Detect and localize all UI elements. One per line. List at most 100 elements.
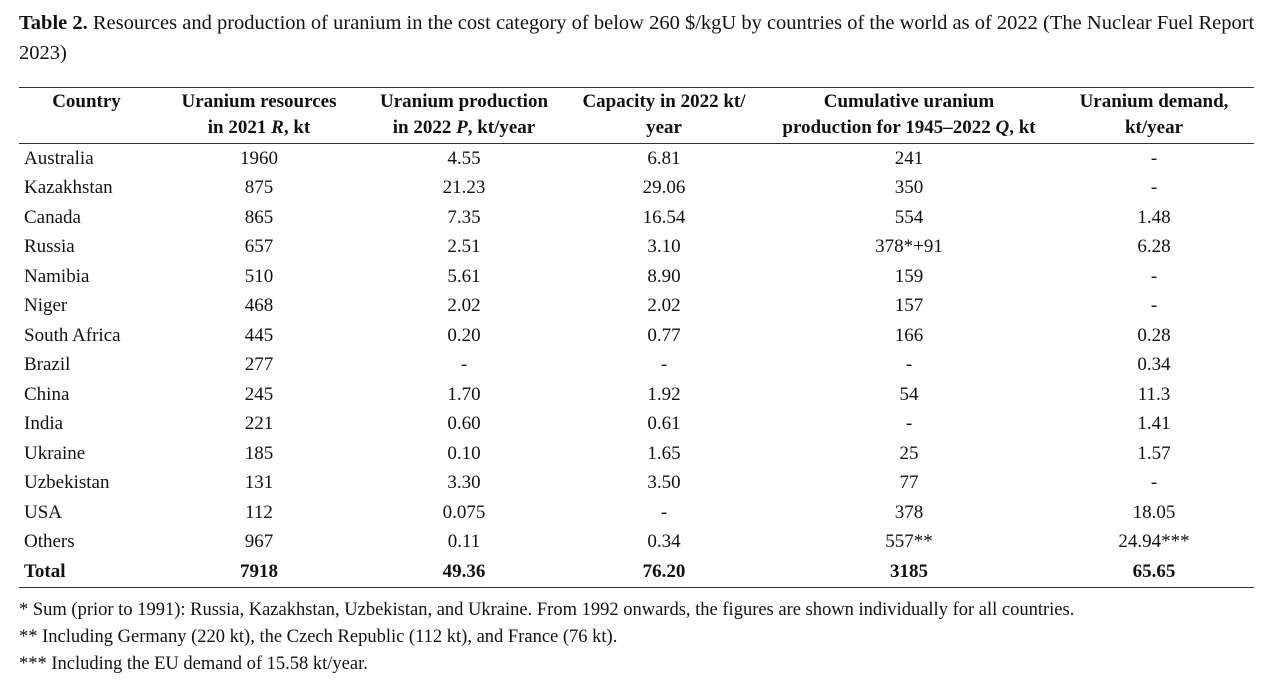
- header-capacity-line1: Capacity in 2022 kt/: [582, 91, 746, 112]
- cell-cumulative: 166: [894, 324, 924, 346]
- cell-cumulative: 77: [899, 472, 919, 494]
- cell-capacity: 0.77: [647, 324, 681, 346]
- cell-country: Kazakhstan: [24, 177, 113, 199]
- cell-production: 0.075: [442, 501, 486, 523]
- cell-demand: -: [1150, 265, 1158, 287]
- footnote-1: * Sum (prior to 1991): Russia, Kazakhsta…: [19, 600, 1075, 620]
- table-row: India 221 0.60 0.61 - 1.41: [19, 410, 1254, 440]
- cell-resources: 7918: [154, 557, 364, 588]
- cell-production: 2.51: [447, 236, 481, 258]
- cell-production: 4.55: [447, 147, 481, 169]
- cell-demand: 1.48: [1137, 206, 1171, 228]
- cell-capacity: 16.54: [642, 206, 686, 228]
- header-row: Country Uranium resources in 2021 R, kt …: [19, 87, 1254, 144]
- header-demand-line1: Uranium demand,: [1079, 91, 1229, 112]
- cell-demand: 65.65: [1054, 557, 1254, 588]
- cell-demand: 0.34: [1137, 354, 1171, 376]
- header-cumulative-line2a: production for 1945–2022: [782, 117, 996, 138]
- cell-cumulative: 159: [894, 265, 924, 287]
- cell-country: South Africa: [24, 324, 121, 346]
- cell-capacity: 2.02: [647, 295, 681, 317]
- cell-cumulative: 350: [894, 177, 924, 199]
- table-row: USA 112 0.075 - 378 18.05: [19, 498, 1254, 528]
- uranium-table: Country Uranium resources in 2021 R, kt …: [19, 87, 1254, 588]
- cell-demand: -: [1150, 472, 1158, 494]
- header-production-line2a: in 2022: [392, 117, 457, 138]
- cell-demand: -: [1150, 295, 1158, 317]
- cell-capacity: -: [660, 501, 668, 523]
- header-production: Uranium production in 2022 P, kt/year: [364, 87, 564, 144]
- cell-resources: 865: [244, 206, 274, 228]
- cell-demand: 11.3: [1137, 383, 1171, 405]
- table-row: Uzbekistan 131 3.30 3.50 77 -: [19, 469, 1254, 499]
- cell-demand: 24.94***: [1118, 531, 1190, 553]
- cell-demand: 1.41: [1137, 413, 1171, 435]
- cell-cumulative: 3185: [764, 557, 1054, 588]
- cell-capacity: 0.61: [647, 413, 681, 435]
- cell-country: Namibia: [24, 265, 90, 287]
- cell-resources: 875: [244, 177, 274, 199]
- cell-production: 49.36: [364, 557, 564, 588]
- cell-capacity: 8.90: [647, 265, 681, 287]
- cell-capacity: 1.92: [647, 383, 681, 405]
- header-cumulative-line2b: , kt: [1009, 117, 1036, 138]
- header-cumulative-var: Q: [995, 117, 1010, 138]
- cell-country: India: [24, 413, 64, 435]
- table-row: Russia 657 2.51 3.10 378*+91 6.28: [19, 233, 1254, 263]
- table-row: Kazakhstan 875 21.23 29.06 350 -: [19, 174, 1254, 204]
- cell-resources: 1960: [240, 147, 278, 169]
- table-row: Namibia 510 5.61 8.90 159 -: [19, 262, 1254, 292]
- header-resources-line2a: in 2021: [207, 117, 272, 138]
- cell-production: 1.70: [447, 383, 481, 405]
- cell-demand: 18.05: [1132, 501, 1176, 523]
- cell-resources: 967: [244, 531, 274, 553]
- cell-country: Others: [24, 531, 75, 553]
- total-row: Total 7918 49.36 76.20 3185 65.65: [19, 557, 1254, 588]
- cell-demand: 0.28: [1137, 324, 1171, 346]
- cell-demand: 6.28: [1137, 236, 1171, 258]
- cell-country: Ukraine: [24, 442, 86, 464]
- header-production-line2b: , kt/year: [467, 117, 536, 138]
- caption-text: Resources and production of uranium in t…: [19, 12, 1255, 64]
- cell-cumulative: 25: [899, 442, 919, 464]
- footnotes: * Sum (prior to 1991): Russia, Kazakhsta…: [19, 597, 1074, 678]
- caption-label: Table 2.: [19, 12, 88, 34]
- cell-country: USA: [24, 501, 63, 523]
- cell-country: Australia: [24, 147, 94, 169]
- cell-resources: 468: [244, 295, 274, 317]
- cell-production: 0.20: [447, 324, 481, 346]
- header-resources-line2b: , kt: [283, 117, 311, 138]
- cell-resources: 510: [244, 265, 274, 287]
- footnote-3: *** Including the EU demand of 15.58 kt/…: [19, 654, 368, 674]
- cell-capacity: 6.81: [647, 147, 681, 169]
- table-row: China 245 1.70 1.92 54 11.3: [19, 380, 1254, 410]
- cell-production: -: [460, 354, 468, 376]
- header-country: Country: [19, 87, 154, 144]
- cell-production: 0.11: [447, 531, 481, 553]
- table-caption: Table 2. Resources and production of ura…: [19, 8, 1264, 68]
- header-capacity: Capacity in 2022 kt/ year: [564, 87, 764, 144]
- cell-capacity: 76.20: [564, 557, 764, 588]
- header-production-var: P: [456, 117, 468, 138]
- table-row: Brazil 277 - - - 0.34: [19, 351, 1254, 381]
- table-row: Niger 468 2.02 2.02 157 -: [19, 292, 1254, 322]
- cell-demand: 1.57: [1137, 442, 1171, 464]
- cell-resources: 245: [244, 383, 274, 405]
- table-row: Canada 865 7.35 16.54 554 1.48: [19, 203, 1254, 233]
- cell-cumulative: 378*+91: [875, 236, 943, 258]
- header-demand: Uranium demand, kt/year: [1054, 87, 1254, 144]
- table-row: Ukraine 185 0.10 1.65 25 1.57: [19, 439, 1254, 469]
- cell-capacity: -: [660, 354, 668, 376]
- header-production-line1: Uranium production: [379, 91, 549, 112]
- header-resources-line1: Uranium resources: [181, 91, 337, 112]
- cell-country: Brazil: [24, 354, 71, 376]
- cell-production: 21.23: [442, 177, 486, 199]
- cell-resources: 445: [244, 324, 274, 346]
- cell-country: Uzbekistan: [24, 472, 110, 494]
- cell-capacity: 1.65: [647, 442, 681, 464]
- table-row: Others 967 0.11 0.34 557** 24.94***: [19, 528, 1254, 558]
- cell-country: Total: [19, 557, 154, 588]
- cell-resources: 112: [245, 501, 273, 523]
- cell-production: 5.61: [447, 265, 481, 287]
- cell-resources: 221: [244, 413, 274, 435]
